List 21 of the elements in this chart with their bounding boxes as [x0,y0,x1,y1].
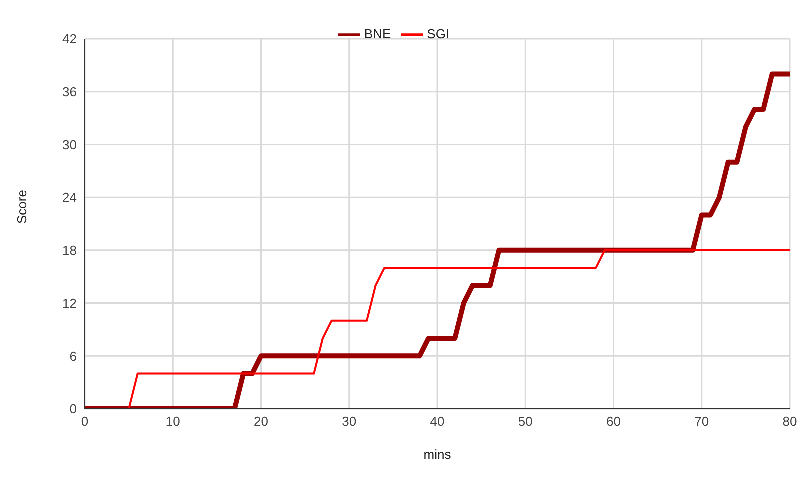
x-tick-label: 10 [166,414,180,430]
y-tick-label: 36 [62,84,77,100]
y-tick-label: 6 [70,348,77,364]
legend-label: BNE [364,26,392,42]
x-tick-label: 30 [342,414,357,430]
x-tick-label: 70 [694,414,710,430]
x-tick-label: 60 [606,414,621,430]
x-tick-label: 0 [81,414,89,430]
x-tick-label: 20 [254,414,268,430]
y-tick-label: 42 [62,32,77,47]
y-tick-label: 12 [62,296,77,311]
x-tick-label: 40 [430,414,445,430]
y-tick-label: 18 [62,243,77,258]
x-tick-label: 80 [782,414,798,430]
x-tick-label: 50 [518,414,533,430]
y-tick-label: 0 [70,402,77,417]
y-axis-title: Score [14,190,30,224]
legend-label: SGI [427,26,450,42]
y-tick-label: 24 [62,190,77,206]
x-axis-title: mins [424,447,452,462]
y-tick-label: 30 [62,137,77,152]
